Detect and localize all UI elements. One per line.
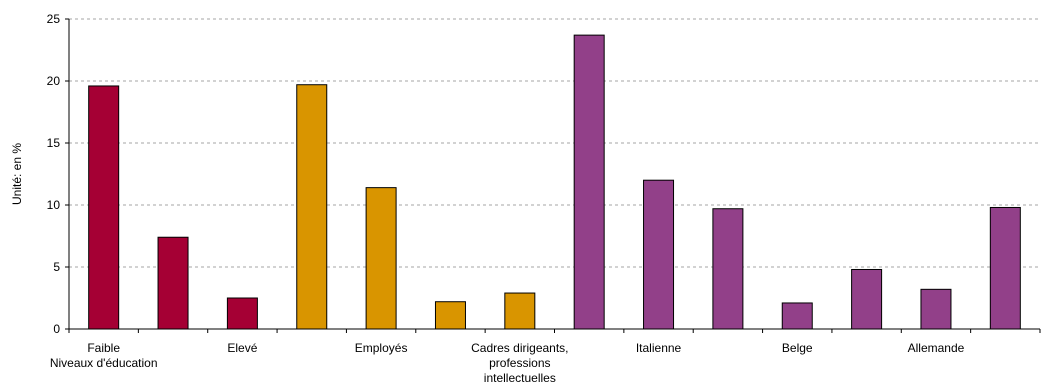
bar [88,85,120,330]
x-category-label: Cadres dirigeants, [471,341,568,355]
bar [851,268,883,330]
x-category-label: Allemande [908,341,965,355]
bar [365,187,397,330]
y-tick-label: 15 [47,136,61,150]
y-tick-label: 20 [47,74,61,88]
bar [920,288,952,330]
y-tick-labels: 0 5 10 15 20 25 [47,12,69,336]
x-category-label: Niveaux d'éducation [50,356,158,370]
bar [989,206,1021,330]
bars [88,34,1021,330]
bar [712,208,744,330]
y-tick-label: 5 [53,260,60,274]
bar [504,292,536,330]
bar [643,179,675,330]
bar [434,301,466,330]
x-category-label: intellectuelles [484,371,556,385]
bar [573,34,605,330]
x-category-label: Italienne [636,341,682,355]
x-category-label: Elevé [227,341,257,355]
x-category-label: Faible [87,341,120,355]
x-category-label: Employés [355,341,408,355]
y-tick-label: 10 [47,198,61,212]
bar [226,297,258,330]
y-tick-label: 25 [47,12,61,26]
grid-lines [69,18,1040,268]
bar [296,84,328,330]
bar [781,302,813,330]
bar [157,236,189,330]
x-category-label: Belge [782,341,813,355]
y-tick-label: 0 [53,322,60,336]
x-category-label: professions [489,356,550,370]
y-axis-title: Unité: en % [10,143,24,205]
axes [68,19,1041,333]
